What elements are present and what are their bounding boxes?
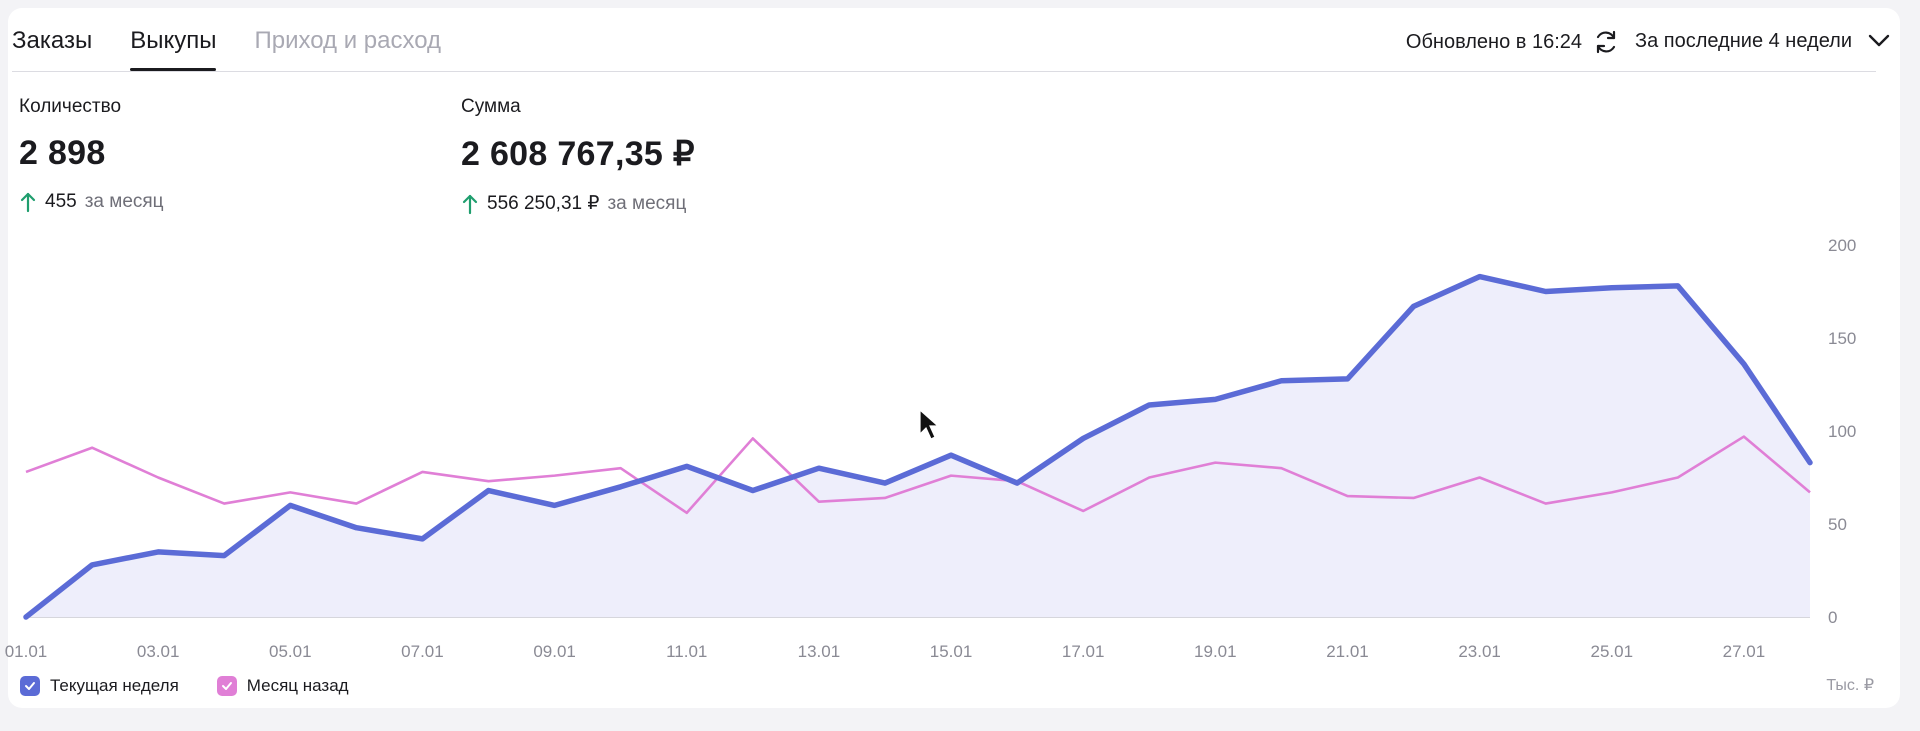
chevron-down-icon (1866, 28, 1892, 54)
x-tick-label: 13.01 (798, 642, 841, 661)
checkbox-checked-icon[interactable] (20, 676, 40, 696)
checkbox-checked-icon[interactable] (216, 676, 237, 696)
legend-current-label: Текущая неделя (50, 676, 179, 695)
y-tick-label: 50 (1828, 515, 1847, 534)
stat-count-value: 2 898 (19, 134, 106, 172)
refresh-icon[interactable] (1592, 28, 1620, 56)
stat-sum-delta: 556 250,31 ₽ за месяц (461, 192, 695, 215)
arrow-up-icon (461, 193, 479, 215)
tab-buyouts[interactable]: Выкупы (130, 24, 217, 71)
y-tick-label: 100 (1828, 422, 1856, 441)
stat-count-delta: 455 за месяц (19, 191, 164, 213)
x-tick-label: 07.01 (401, 642, 444, 661)
stat-count: Количество 2 898 455 за месяц (19, 96, 164, 213)
updated-text: Обновлено в 16:24 (1405, 30, 1582, 53)
series-line-month-ago (25, 435, 1811, 515)
stat-sum-label: Сумма (461, 96, 521, 117)
x-tick-label: 21.01 (1326, 642, 1369, 661)
stat-sum-delta-value: 556 250,31 ₽ (487, 193, 600, 214)
y-tick-label: 150 (1828, 329, 1856, 348)
x-tick-label: 01.01 (5, 642, 48, 661)
y-tick-label: 0 (1828, 608, 1837, 627)
x-tick-label: 05.01 (269, 642, 312, 661)
tab-income-expense[interactable]: Приход и расход (254, 27, 442, 54)
period-label: За последние 4 недели (1634, 29, 1852, 52)
stat-count-label: Количество (19, 96, 122, 117)
period-select[interactable]: За последние 4 недели (1635, 28, 1892, 54)
mouse-cursor-icon (919, 408, 940, 440)
y-tick-label: 200 (1828, 236, 1856, 255)
update-status: Обновлено в 16:24 (1406, 28, 1620, 56)
legend-prev-label: Месяц назад (246, 676, 349, 695)
x-tick-label: 27.01 (1723, 642, 1766, 661)
x-tick-label: 25.01 (1591, 642, 1634, 661)
legend-current-week[interactable]: Текущая неделя (20, 676, 179, 696)
stat-sum-delta-suffix: за месяц (607, 192, 687, 214)
tab-divider (12, 71, 1876, 72)
stat-count-delta-suffix: за месяц (84, 191, 164, 212)
current-week-area (26, 276, 1810, 617)
legend-month-ago[interactable]: Месяц назад (216, 676, 349, 696)
series-line-current-week (23, 273, 1813, 620)
x-tick-label: 11.01 (666, 642, 707, 661)
x-tick-label: 17.01 (1062, 642, 1105, 661)
arrow-up-icon (19, 191, 37, 213)
stat-count-delta-value: 455 (45, 191, 77, 212)
x-tick-label: 23.01 (1458, 642, 1501, 661)
x-tick-label: 09.01 (533, 642, 576, 661)
tab-orders[interactable]: Заказы (12, 27, 93, 54)
stat-sum: Сумма 2 608 767,35 ₽ 556 250,31 ₽ за мес… (461, 96, 695, 215)
x-tick-label: 03.01 (137, 642, 180, 661)
chart-unit-label: Тыс. ₽ (1826, 677, 1874, 694)
tab-bar: Заказы Выкупы Приход и расход (12, 24, 442, 71)
x-tick-label: 19.01 (1194, 642, 1237, 661)
chart-legend: Текущая неделя Месяц назад (20, 676, 349, 696)
x-tick-label: 15.01 (930, 642, 973, 661)
stat-sum-value: 2 608 767,35 ₽ (461, 135, 695, 173)
